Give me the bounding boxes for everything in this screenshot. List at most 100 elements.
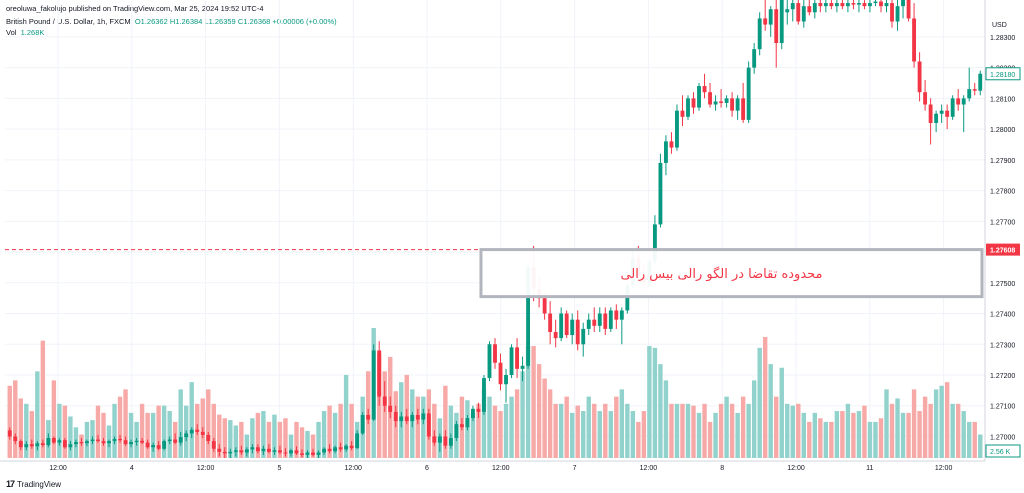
candle-body bbox=[448, 438, 453, 446]
candle-body bbox=[845, 3, 850, 7]
candle-body bbox=[96, 439, 100, 442]
candle-body bbox=[972, 89, 977, 91]
candle-body bbox=[818, 3, 823, 7]
volume-bar bbox=[272, 414, 277, 458]
volume-bar bbox=[724, 396, 729, 458]
volume-bar bbox=[917, 411, 922, 458]
candle-body bbox=[13, 436, 18, 442]
candle-body bbox=[834, 3, 839, 7]
volume-bar bbox=[178, 389, 183, 458]
candle-body bbox=[829, 3, 834, 7]
volume-bar bbox=[536, 364, 542, 458]
candle-body bbox=[708, 92, 712, 105]
candle-body bbox=[619, 310, 624, 320]
volume-bar bbox=[503, 403, 509, 458]
publisher-line: oreoluwa_fakolujo published on TradingVi… bbox=[6, 4, 264, 13]
candle-body bbox=[724, 98, 729, 103]
candle-body bbox=[134, 440, 139, 443]
volume-bar bbox=[933, 389, 939, 458]
grid-layer bbox=[5, 0, 985, 458]
volume-bar bbox=[244, 434, 250, 458]
candle-body bbox=[978, 73, 983, 91]
candle-body bbox=[211, 441, 216, 449]
volume-bar bbox=[277, 421, 283, 458]
candle-body bbox=[763, 18, 768, 25]
overlay-layer: محدوده تقاضا در الگو رالی بیس رالی bbox=[5, 248, 985, 299]
volume-bar bbox=[443, 385, 448, 458]
price-tick-label: 1.28000 bbox=[990, 127, 1015, 134]
ohlc-values: O1.26362 H1.26384 L1.26359 C1.26368 +0.0… bbox=[134, 17, 337, 26]
volume-bar bbox=[283, 418, 288, 458]
volume-bar bbox=[928, 403, 933, 458]
candle-body bbox=[366, 414, 371, 420]
candle-body bbox=[294, 450, 299, 454]
candle-body bbox=[443, 436, 448, 446]
candle-body bbox=[393, 411, 398, 422]
candle-body bbox=[200, 431, 205, 435]
candle-body bbox=[504, 375, 508, 385]
volume-bar bbox=[117, 396, 123, 458]
candle-body bbox=[801, 6, 806, 22]
candle-body bbox=[85, 441, 89, 444]
volume-bar bbox=[305, 430, 310, 458]
candle-body bbox=[625, 285, 630, 311]
volume-bar bbox=[51, 380, 57, 458]
volume-bar bbox=[856, 411, 862, 458]
candle-body bbox=[437, 436, 442, 443]
candle-body bbox=[570, 319, 575, 336]
candle-body bbox=[487, 344, 492, 379]
candle-body bbox=[471, 408, 475, 419]
volume-bar bbox=[150, 412, 156, 458]
candle-body bbox=[51, 438, 56, 443]
candle-body bbox=[7, 430, 12, 437]
time-tick-label: 12:00 bbox=[49, 465, 67, 472]
volume-bar bbox=[145, 412, 150, 458]
candle-body bbox=[476, 408, 481, 412]
volume-bar bbox=[762, 337, 768, 458]
volume-bar bbox=[801, 412, 806, 458]
candle-body bbox=[752, 49, 757, 68]
volume-bar bbox=[553, 403, 558, 458]
volume-bar bbox=[658, 364, 663, 458]
volume-bar bbox=[222, 418, 228, 458]
candle-body bbox=[658, 162, 663, 225]
volume-bar bbox=[79, 434, 84, 458]
volume-bar bbox=[13, 380, 18, 458]
volume-bar bbox=[900, 412, 906, 458]
candle-body bbox=[189, 429, 194, 434]
volume-bar bbox=[250, 418, 255, 458]
volume-bar bbox=[702, 403, 707, 458]
volume-bar bbox=[167, 411, 172, 458]
volume-bar bbox=[768, 364, 773, 458]
volume-bar bbox=[156, 405, 161, 458]
candle-body bbox=[719, 101, 724, 103]
candle-body bbox=[129, 442, 133, 445]
volume-bar bbox=[128, 412, 134, 458]
candle-body bbox=[250, 447, 255, 450]
price-tick-label: 1.27700 bbox=[990, 219, 1015, 226]
volume-bar bbox=[217, 414, 222, 458]
volume-bar bbox=[735, 412, 740, 458]
candle-body bbox=[895, 6, 900, 22]
volume-bar bbox=[603, 403, 608, 458]
volume-bar bbox=[206, 389, 211, 458]
volume-bar bbox=[509, 396, 514, 458]
candle-body bbox=[73, 442, 78, 445]
volume-bar bbox=[955, 403, 961, 458]
candle-body bbox=[399, 416, 404, 422]
candle-body bbox=[956, 98, 961, 105]
volume-bar bbox=[421, 396, 426, 458]
candle-body bbox=[730, 98, 735, 111]
candle-body bbox=[686, 98, 690, 117]
candle-body bbox=[101, 441, 106, 444]
candle-body bbox=[928, 104, 933, 123]
time-tick-label: 5 bbox=[277, 465, 281, 472]
volume-bar bbox=[751, 380, 757, 458]
candle-body bbox=[575, 319, 580, 345]
time-tick-label: 8 bbox=[720, 465, 724, 472]
volume-bar bbox=[476, 403, 481, 458]
candle-body bbox=[107, 441, 111, 444]
candle-body bbox=[614, 310, 619, 320]
volume-bar bbox=[68, 416, 73, 458]
